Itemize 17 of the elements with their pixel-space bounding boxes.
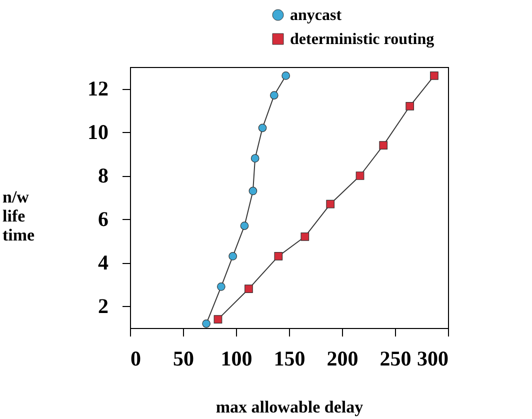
x-tick-label: 300 [417, 346, 448, 370]
x-tick-label: 100 [220, 346, 252, 370]
y-tick-label: 8 [98, 163, 108, 188]
legend-label: anycast [290, 7, 342, 24]
y-axis-title: n/w life time [2, 188, 36, 244]
x-tick-label: 200 [326, 346, 358, 370]
y-tick-label: 4 [98, 250, 109, 274]
x-tick-label: 0 [130, 346, 141, 370]
x-tick-label: 50 [173, 346, 194, 370]
x-tick-label: 250 [380, 346, 412, 370]
y-tick-label: 2 [98, 294, 108, 318]
y-tick-label: 6 [98, 206, 108, 231]
x-axis-title: max allowable delay [216, 398, 364, 416]
y-tick-label: 12 [88, 76, 108, 100]
x-tick-label: 150 [274, 346, 306, 370]
y-tick-label: 10 [88, 120, 108, 144]
legend-label: deterministic routing [290, 31, 434, 48]
